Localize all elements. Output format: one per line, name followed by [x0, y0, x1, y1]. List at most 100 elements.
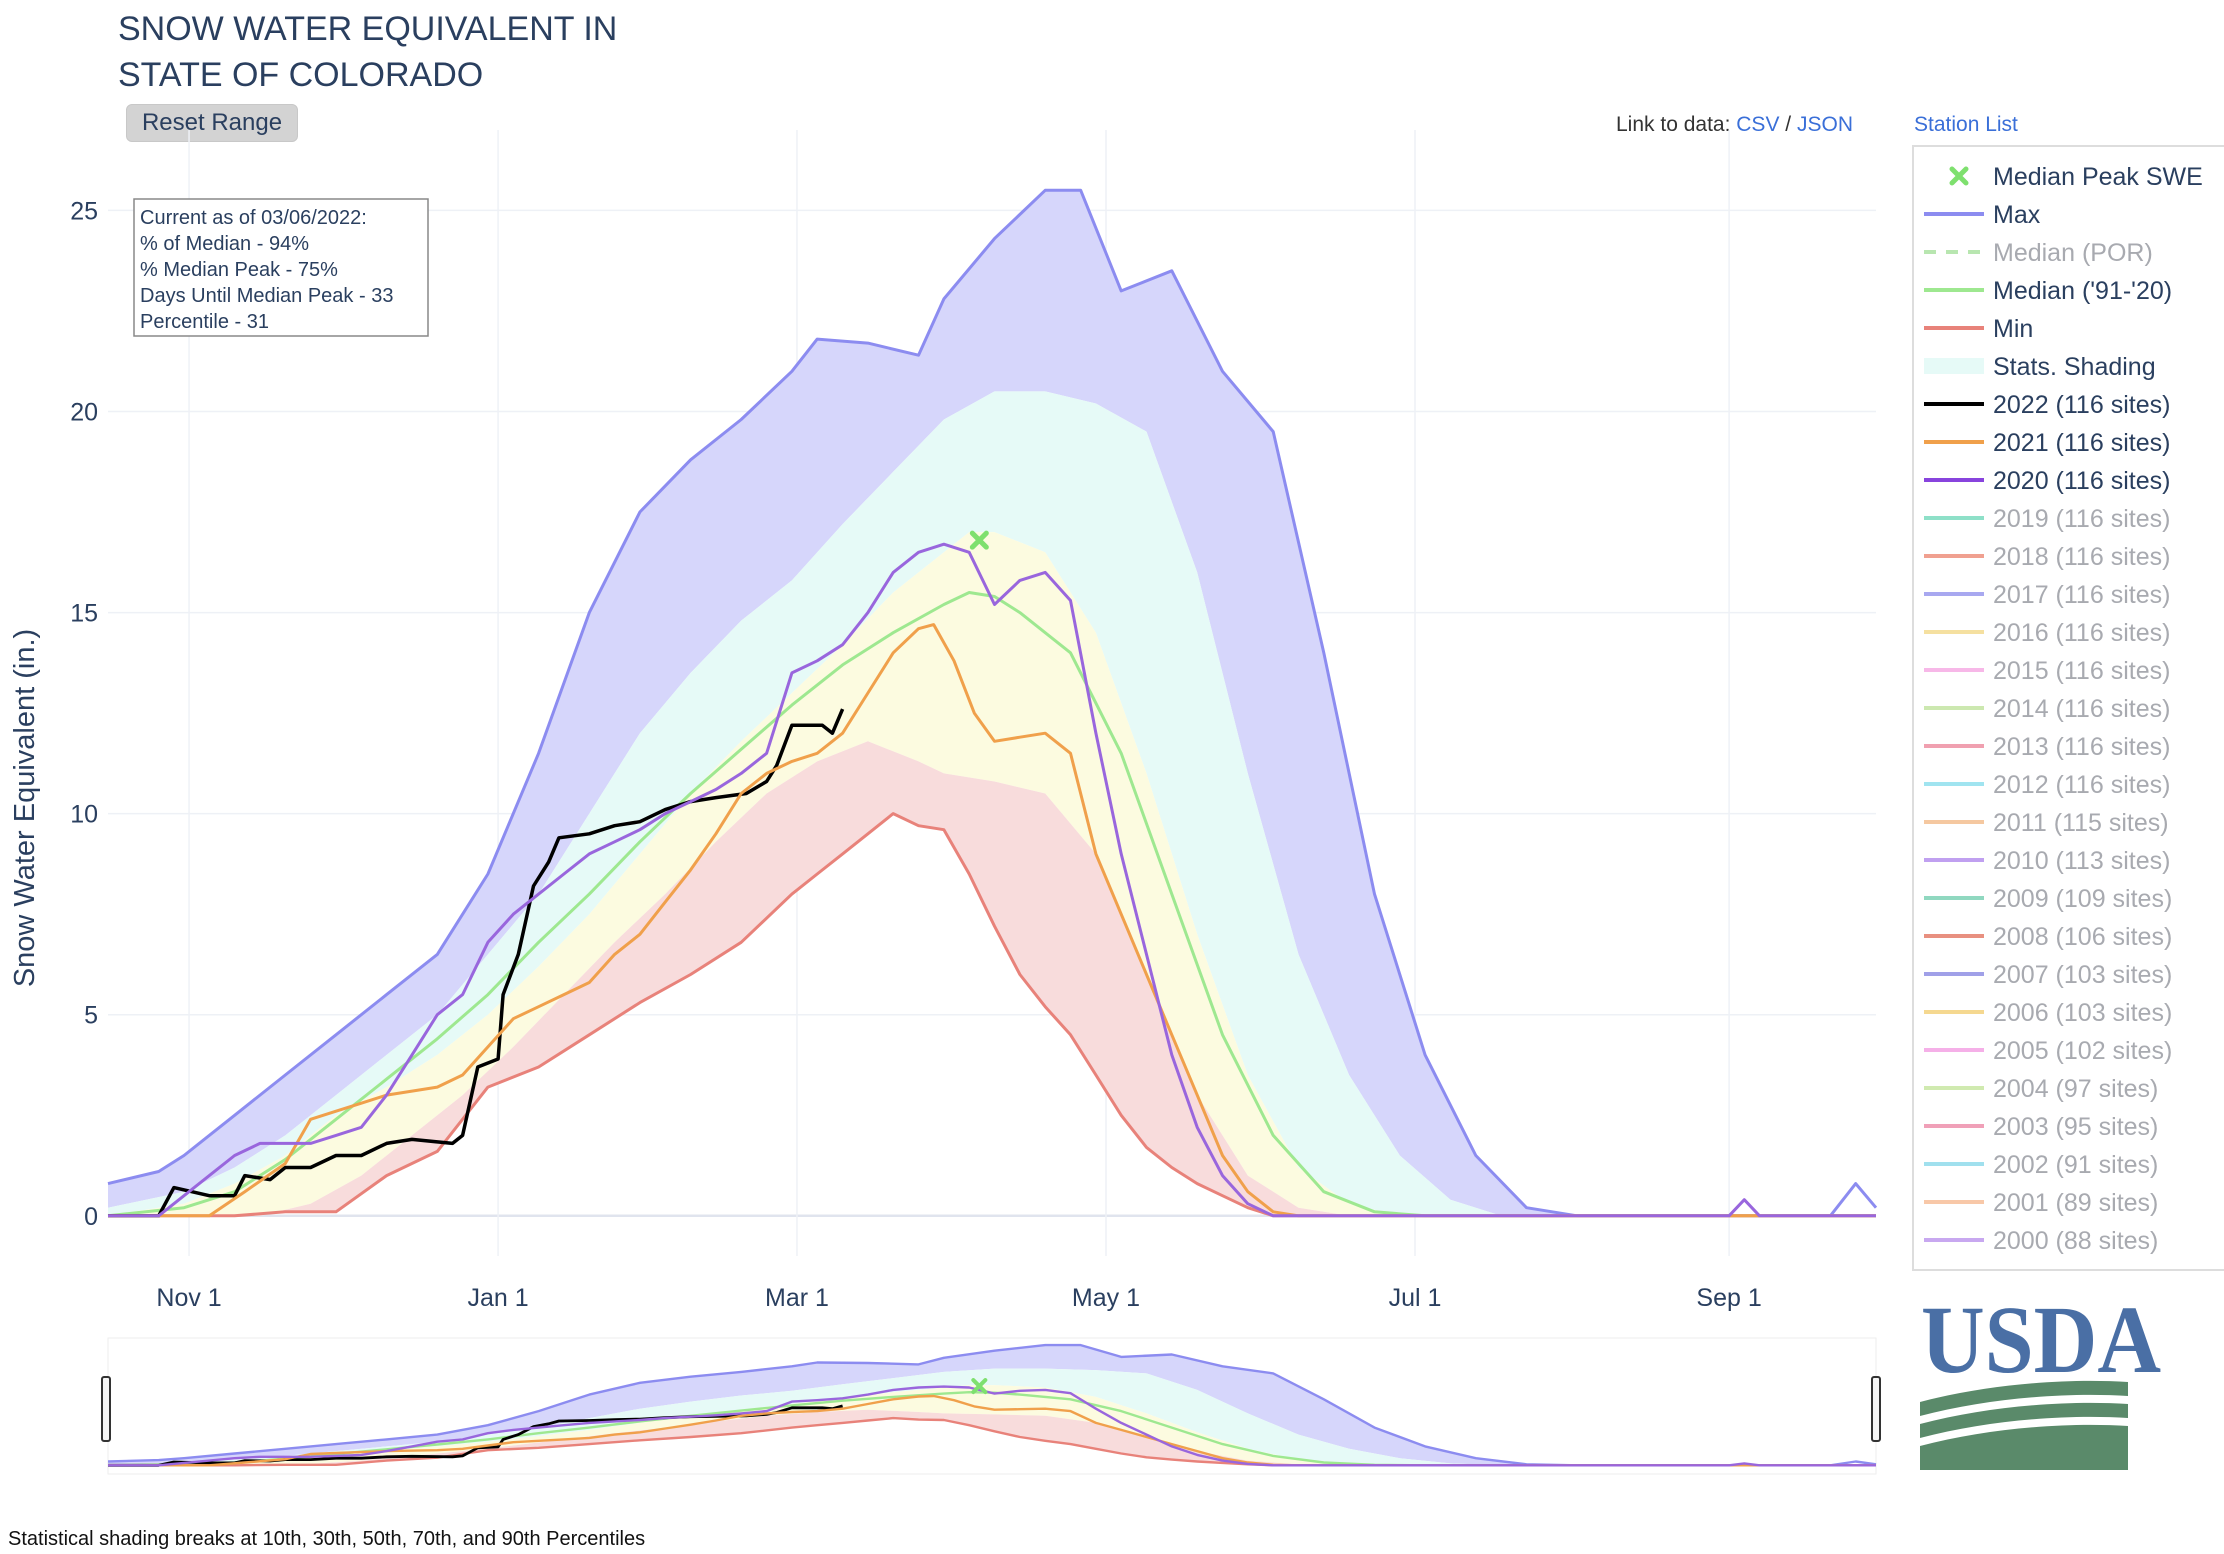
legend-item[interactable]: 2009 (109 sites): [1924, 885, 2172, 913]
title-line-2: STATE OF COLORADO: [118, 56, 484, 94]
band-p10-min: [108, 741, 1876, 1216]
range-handle-left[interactable]: [101, 1376, 111, 1442]
legend-label: Median ('91-'20): [1993, 277, 2172, 305]
legend-item[interactable]: Median (POR): [1924, 239, 2153, 267]
annotation-line-2: % of Median - 94%: [140, 233, 309, 255]
legend-item[interactable]: Min: [1924, 315, 2033, 343]
csv-link[interactable]: CSV: [1736, 113, 1780, 136]
legend-label: Max: [1993, 201, 2041, 229]
legend-item[interactable]: 2000 (88 sites): [1924, 1227, 2158, 1255]
legend-label: 2018 (116 sites): [1993, 543, 2170, 571]
legend-label: 2021 (116 sites): [1993, 429, 2170, 457]
series-line-y2020: [108, 1385, 1876, 1467]
legend-label: 2015 (116 sites): [1993, 657, 2170, 685]
station-list-link[interactable]: Station List: [1914, 113, 2018, 136]
range-handle-right[interactable]: [1871, 1376, 1881, 1442]
x-tick-label: Sep 1: [1696, 1284, 1761, 1312]
legend-item[interactable]: Stats. Shading: [1924, 353, 2156, 381]
legend-item[interactable]: 2016 (116 sites): [1924, 619, 2170, 647]
json-link[interactable]: JSON: [1796, 113, 1853, 136]
series-line-min: [108, 812, 1876, 1218]
y-tick-label: 25: [70, 197, 98, 225]
legend-item[interactable]: 2003 (95 sites): [1924, 1113, 2158, 1141]
legend-item[interactable]: 2014 (116 sites): [1924, 695, 2170, 723]
legend-item[interactable]: 2018 (116 sites): [1924, 543, 2170, 571]
y-tick-label: 0: [84, 1203, 98, 1231]
series-line-y2022: [108, 708, 845, 1218]
legend-label: 2022 (116 sites): [1993, 391, 2170, 419]
band-p70-p10: [108, 532, 1876, 1216]
legend-label: Stats. Shading: [1993, 353, 2156, 381]
median-peak-layer: [969, 530, 989, 550]
annotation-box: Current as of 03/06/2022: % of Median - …: [133, 198, 429, 337]
band-max-p90: [108, 190, 1876, 1216]
legend-item[interactable]: 2022 (116 sites): [1924, 391, 2170, 419]
legend-item[interactable]: 2017 (116 sites): [1924, 581, 2170, 609]
legend-item[interactable]: Median Peak SWE: [1949, 163, 2203, 191]
legend-item[interactable]: 2006 (103 sites): [1924, 999, 2172, 1027]
legend-item[interactable]: 2005 (102 sites): [1924, 1037, 2172, 1065]
legend-item[interactable]: 2013 (116 sites): [1924, 733, 2170, 761]
legend-label: 2000 (88 sites): [1993, 1227, 2158, 1255]
median-peak-marker: [969, 530, 989, 550]
legend-swatch: [1924, 358, 1984, 374]
annotation-line-3: % Median Peak - 75%: [140, 259, 338, 281]
legend-item[interactable]: 2020 (116 sites): [1924, 467, 2170, 495]
legend-item[interactable]: 2002 (91 sites): [1924, 1151, 2158, 1179]
x-tick-label: Mar 1: [765, 1284, 829, 1312]
legend-label: 2010 (113 sites): [1993, 847, 2170, 875]
usda-logo: USDA: [1920, 1292, 2161, 1470]
series-line-y2020: [108, 542, 1876, 1218]
legend-item[interactable]: Median ('91-'20): [1924, 277, 2172, 305]
legend-item[interactable]: 2008 (106 sites): [1924, 923, 2172, 951]
link-separator: /: [1785, 113, 1792, 136]
legend-label: 2017 (116 sites): [1993, 581, 2170, 609]
legend-label: 2011 (115 sites): [1993, 809, 2169, 837]
legend-label: 2004 (97 sites): [1993, 1075, 2158, 1103]
legend-item[interactable]: 2021 (116 sites): [1924, 429, 2170, 457]
legend-item[interactable]: 2010 (113 sites): [1924, 847, 2170, 875]
legend-label: 2014 (116 sites): [1993, 695, 2170, 723]
x-tick-label: Jul 1: [1389, 1284, 1442, 1312]
usda-logo-text: USDA: [1921, 1292, 2161, 1393]
usda-logo-field: [1920, 1380, 2128, 1470]
range-slider[interactable]: [101, 1337, 1881, 1475]
axes: 0 5 10 15 20 25 Nov 1 Jan 1 Mar 1 May 1 Jul 1 Sep 1: [70, 197, 1762, 1312]
band-p10-min: [108, 1409, 1876, 1466]
legend-label: 2003 (95 sites): [1993, 1113, 2158, 1141]
annotation-line-5: Percentile - 31: [140, 311, 269, 333]
legend-label: Median Peak SWE: [1993, 163, 2203, 191]
legend-item[interactable]: 2019 (116 sites): [1924, 505, 2170, 533]
legend-label: 2002 (91 sites): [1993, 1151, 2158, 1179]
series-line-max: [107, 1343, 1877, 1467]
y-tick-label: 5: [84, 1002, 98, 1030]
series-line-y2021: [108, 623, 1876, 1218]
chart-title: SNOW WATER EQUIVALENT IN STATE OF COLORA…: [118, 6, 617, 98]
legend-item[interactable]: 2012 (116 sites): [1924, 771, 2170, 799]
legend-item[interactable]: 2004 (97 sites): [1924, 1075, 2158, 1103]
legend-label: Median (POR): [1993, 239, 2153, 267]
legend-label: 2009 (109 sites): [1993, 885, 2172, 913]
band-max-p90: [108, 1345, 1876, 1466]
legend-label: Min: [1993, 315, 2033, 343]
series-line-min: [108, 1416, 1876, 1467]
legend-label: 2012 (116 sites): [1993, 771, 2170, 799]
x-tick-label: Nov 1: [156, 1284, 221, 1312]
percentile-bands: [108, 190, 1876, 1216]
legend-label: 2013 (116 sites): [1993, 733, 2170, 761]
x-tick-label: May 1: [1072, 1284, 1140, 1312]
legend-item[interactable]: 2001 (89 sites): [1924, 1189, 2158, 1217]
range-slider-preview: [107, 1343, 1877, 1467]
y-axis-label: Snow Water Equivalent (in.): [9, 629, 41, 987]
legend-item[interactable]: 2011 (115 sites): [1924, 809, 2169, 837]
legend-item[interactable]: 2015 (116 sites): [1924, 657, 2170, 685]
legend-item[interactable]: Max: [1924, 201, 2041, 229]
reset-range-button[interactable]: Reset Range: [126, 104, 298, 142]
y-tick-label: 20: [70, 399, 98, 427]
annotation-line-4: Days Until Median Peak - 33: [140, 285, 393, 307]
band-p70-p10: [108, 1385, 1876, 1466]
legend-item[interactable]: 2007 (103 sites): [1924, 961, 2172, 989]
x-tick-label: Jan 1: [467, 1284, 528, 1312]
legend: Median Peak SWE Max Median (POR) Median ('9…: [1912, 145, 2224, 1271]
